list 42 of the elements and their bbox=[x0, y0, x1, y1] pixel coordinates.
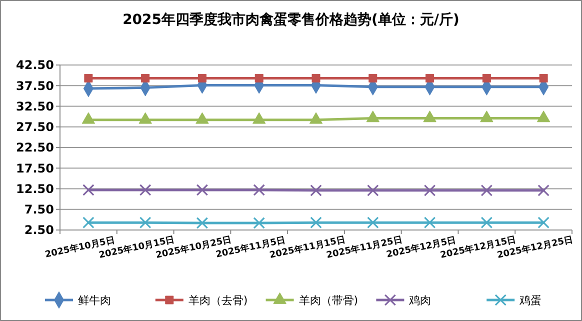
y-tick-label: 37.50 bbox=[16, 78, 54, 93]
y-tick-label: 22.50 bbox=[16, 140, 54, 155]
point bbox=[254, 74, 264, 82]
point bbox=[424, 216, 436, 228]
point bbox=[366, 216, 379, 228]
y-tick-label: 2.50 bbox=[24, 223, 54, 238]
point bbox=[310, 184, 322, 196]
point bbox=[84, 74, 93, 82]
y-tick-label: 17.50 bbox=[16, 161, 54, 176]
point bbox=[139, 184, 152, 196]
point bbox=[538, 184, 550, 196]
y-tick-label: 32.50 bbox=[16, 99, 54, 114]
y-tick-label: 42.50 bbox=[16, 58, 54, 72]
y-tick-label: 7.50 bbox=[24, 202, 54, 217]
point bbox=[82, 216, 94, 228]
point bbox=[139, 216, 152, 228]
point bbox=[368, 74, 378, 82]
point bbox=[482, 74, 491, 82]
point bbox=[253, 217, 266, 229]
point bbox=[198, 74, 206, 82]
point bbox=[196, 184, 208, 196]
y-tick-label: 27.50 bbox=[16, 120, 54, 134]
chart-title: 2025年四季度我市肉禽蛋零售价格趋势(单位：元/斤) bbox=[122, 11, 460, 28]
point bbox=[141, 74, 150, 82]
point bbox=[82, 184, 94, 196]
legend-label: 羊肉（带骨) bbox=[298, 294, 358, 307]
legend-label: 鸡蛋 bbox=[518, 294, 542, 307]
point bbox=[424, 184, 436, 196]
point bbox=[480, 216, 493, 228]
point bbox=[366, 184, 379, 196]
point bbox=[539, 74, 548, 82]
point bbox=[312, 74, 320, 82]
point bbox=[253, 184, 266, 196]
legend-label: 鲜牛肉 bbox=[78, 294, 111, 307]
point bbox=[426, 74, 434, 82]
point bbox=[310, 216, 322, 228]
legend-label: 鸡肉 bbox=[408, 294, 432, 307]
y-tick-label: 12.50 bbox=[16, 182, 54, 196]
point bbox=[196, 217, 208, 229]
legend-label: 羊肉（去骨) bbox=[188, 294, 248, 307]
point bbox=[480, 184, 493, 196]
point bbox=[538, 216, 550, 228]
